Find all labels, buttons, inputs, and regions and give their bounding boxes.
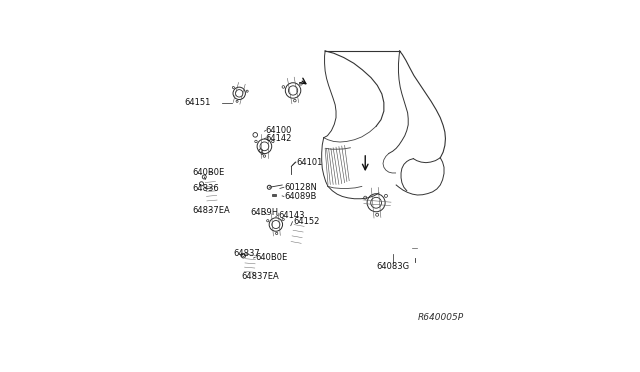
Text: 64B9H: 64B9H — [250, 208, 278, 217]
Text: R640005P: R640005P — [418, 313, 464, 322]
Text: 64142: 64142 — [266, 134, 292, 142]
Text: 64089B: 64089B — [284, 192, 317, 201]
Text: 640B0E: 640B0E — [256, 253, 288, 262]
Text: 64837: 64837 — [233, 249, 260, 258]
Text: 640B0E: 640B0E — [193, 168, 225, 177]
Text: 64100: 64100 — [266, 126, 292, 135]
Text: 60128N: 60128N — [284, 183, 317, 192]
Text: 64101: 64101 — [296, 158, 323, 167]
Text: 64083G: 64083G — [377, 262, 410, 271]
Text: 64151: 64151 — [185, 98, 211, 107]
Text: 64836: 64836 — [193, 184, 220, 193]
Text: 64152: 64152 — [293, 217, 319, 226]
Text: 64837EA: 64837EA — [192, 206, 230, 215]
Text: 64143: 64143 — [279, 211, 305, 219]
Polygon shape — [272, 193, 276, 196]
Text: 64837EA: 64837EA — [241, 272, 279, 280]
